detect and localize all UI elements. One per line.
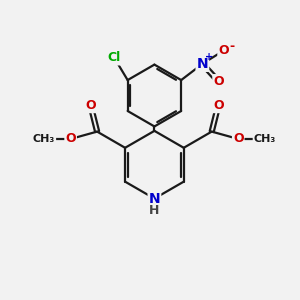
Text: H: H	[149, 205, 160, 218]
Text: O: O	[85, 99, 96, 112]
Text: Cl: Cl	[108, 52, 121, 64]
Text: O: O	[218, 44, 229, 57]
Text: N: N	[196, 57, 208, 71]
Text: -: -	[229, 40, 234, 53]
Text: CH₃: CH₃	[254, 134, 276, 144]
Text: O: O	[65, 133, 76, 146]
Text: CH₃: CH₃	[33, 134, 55, 144]
Text: O: O	[233, 133, 244, 146]
Text: O: O	[213, 75, 224, 88]
Text: O: O	[213, 99, 224, 112]
Text: N: N	[148, 192, 160, 206]
Text: +: +	[205, 52, 213, 62]
